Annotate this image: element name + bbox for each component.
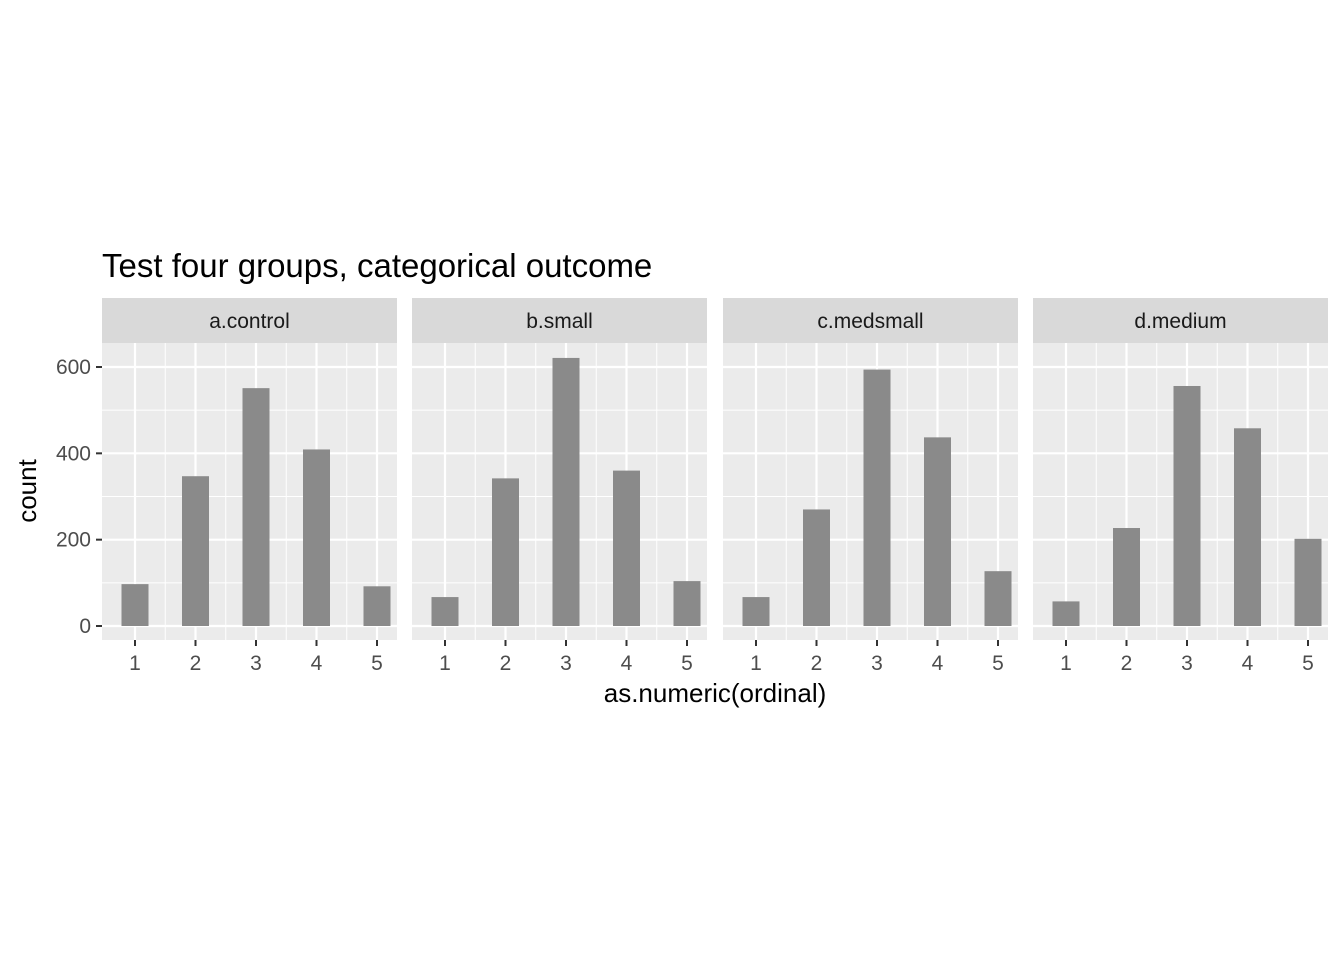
- x-tick-label: 1: [750, 652, 762, 675]
- x-tick-label: 3: [250, 652, 262, 675]
- y-axis-title: count: [12, 458, 42, 522]
- x-tick-label: 4: [932, 652, 944, 675]
- x-tick-label: 2: [190, 652, 202, 675]
- x-axis-title: as.numeric(ordinal): [604, 678, 827, 708]
- facet-strip-label: c.medsmall: [817, 310, 923, 333]
- bar-d-medium-3: [1173, 385, 1201, 626]
- y-tick-label: 600: [56, 356, 91, 379]
- x-tick-label: 5: [371, 652, 383, 675]
- y-tick-label: 400: [56, 442, 91, 465]
- facet-panel-d-medium: d.medium 1 2 3 4 5: [1033, 298, 1328, 675]
- bar-c-medsmall-1: [742, 597, 770, 626]
- facet-strip: [723, 298, 1018, 343]
- x-tick-label: 4: [311, 652, 323, 675]
- x-tick-label: 3: [560, 652, 572, 675]
- bar-a-control-3: [242, 388, 270, 626]
- facet-panel-a-control: a.control 1 2 3 4 5: [102, 298, 397, 675]
- chart-title: Test four groups, categorical outcome: [102, 247, 652, 284]
- x-tick-label: 5: [681, 652, 693, 675]
- bar-b-small-5: [673, 581, 701, 626]
- x-tick-label: 4: [621, 652, 633, 675]
- bar-d-medium-4: [1234, 428, 1261, 626]
- bar-b-small-2: [492, 478, 519, 626]
- bar-a-control-2: [182, 476, 209, 626]
- facet-strip: [1033, 298, 1328, 343]
- facet-strip-label: d.medium: [1134, 310, 1226, 333]
- x-tick-label: 4: [1242, 652, 1254, 675]
- bar-b-small-3: [552, 357, 580, 626]
- bar-c-medsmall-3: [863, 369, 891, 626]
- bar-d-medium-2: [1113, 528, 1140, 626]
- bar-a-control-1: [121, 584, 149, 626]
- x-tick-label: 2: [1121, 652, 1133, 675]
- x-tick-label: 1: [439, 652, 451, 675]
- bar-b-small-4: [613, 470, 640, 626]
- x-tick-label: 2: [811, 652, 823, 675]
- x-tick-label: 5: [992, 652, 1004, 675]
- x-tick-label: 3: [871, 652, 883, 675]
- bar-d-medium-1: [1052, 601, 1080, 626]
- bar-c-medsmall-5: [984, 571, 1012, 626]
- bar-d-medium-5: [1294, 538, 1322, 626]
- facet-strip: [412, 298, 707, 343]
- y-tick-label: 0: [79, 615, 91, 638]
- facet-panel-b-small: b.small 1 2 3 4 5: [412, 298, 707, 675]
- facet-strip: [102, 298, 397, 343]
- y-tick-label: 200: [56, 529, 91, 552]
- x-tick-label: 2: [500, 652, 512, 675]
- facet-strip-label: a.control: [209, 310, 290, 333]
- x-tick-label: 1: [1060, 652, 1072, 675]
- x-tick-label: 5: [1302, 652, 1314, 675]
- bar-c-medsmall-2: [803, 509, 830, 626]
- bar-a-control-5: [363, 586, 391, 626]
- bar-a-control-4: [303, 449, 330, 626]
- facet-panel-c-medsmall: c.medsmall 1 2 3 4 5: [723, 298, 1018, 675]
- x-tick-label: 1: [129, 652, 141, 675]
- x-tick-label: 3: [1181, 652, 1193, 675]
- bar-b-small-1: [431, 597, 459, 626]
- facet-strip-label: b.small: [526, 310, 593, 333]
- bar-c-medsmall-4: [924, 437, 951, 626]
